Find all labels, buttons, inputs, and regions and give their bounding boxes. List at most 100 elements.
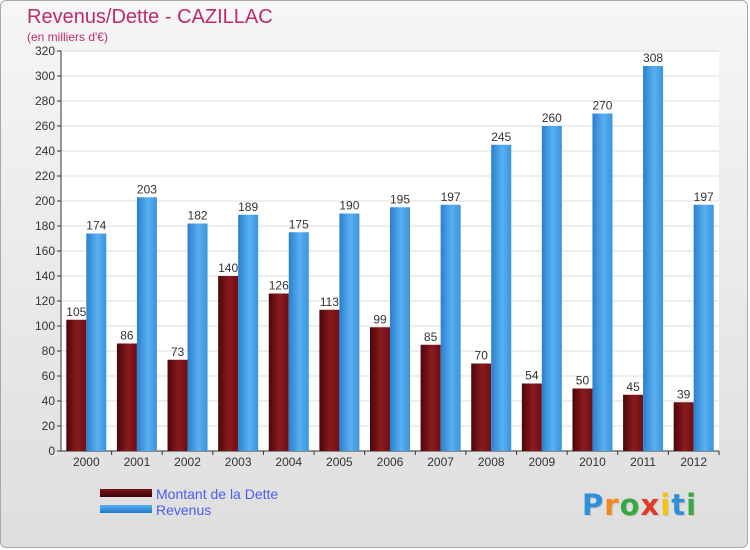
logo-letter: i bbox=[686, 488, 698, 522]
legend-swatch-revenus bbox=[100, 505, 152, 513]
data-label-revenus: 189 bbox=[238, 200, 258, 214]
bar-revenus bbox=[643, 66, 664, 451]
logo-letter: P bbox=[582, 488, 605, 522]
data-label-revenus: 174 bbox=[86, 219, 106, 233]
y-tick-label: 200 bbox=[35, 194, 55, 208]
data-label-revenus: 182 bbox=[188, 209, 208, 223]
x-tick-label: 2009 bbox=[528, 455, 555, 469]
bar-revenus bbox=[491, 144, 512, 451]
x-tick-label: 2002 bbox=[174, 455, 201, 469]
data-label-revenus: 197 bbox=[694, 190, 714, 204]
logo-letter: i bbox=[660, 488, 672, 522]
axis-layer: 0 20 40 60 80 100 120 140 160 180 200 220 240 260 280 3… bbox=[35, 44, 720, 469]
bar-dette bbox=[471, 363, 492, 451]
bar-dette bbox=[268, 293, 289, 451]
x-tick-label: 2008 bbox=[478, 455, 505, 469]
bar-dette bbox=[66, 319, 87, 451]
x-tick-label: 2005 bbox=[326, 455, 353, 469]
data-label-dette: 54 bbox=[525, 369, 539, 383]
bar-revenus bbox=[592, 113, 613, 451]
data-label-dette: 70 bbox=[475, 349, 489, 363]
bar-dette bbox=[521, 383, 542, 451]
bar-revenus bbox=[86, 233, 107, 451]
y-tick-label: 100 bbox=[35, 319, 55, 333]
bar-dette bbox=[116, 343, 137, 451]
chart-subtitle: (en milliers d'€) bbox=[27, 30, 108, 44]
legend-swatch-dette bbox=[100, 489, 152, 497]
data-label-revenus: 195 bbox=[390, 192, 410, 206]
x-tick-label: 2011 bbox=[630, 455, 656, 469]
y-tick-label: 240 bbox=[35, 144, 55, 158]
y-tick-label: 140 bbox=[35, 269, 55, 283]
bar-dette bbox=[167, 359, 188, 451]
data-label-dette: 86 bbox=[120, 329, 134, 343]
data-label-dette: 105 bbox=[66, 305, 86, 319]
y-tick-label: 120 bbox=[35, 294, 55, 308]
chart-title: Revenus/Dette - CAZILLAC bbox=[27, 6, 273, 28]
data-label-dette: 39 bbox=[677, 387, 691, 401]
data-label-revenus: 245 bbox=[491, 130, 511, 144]
y-tick-label: 60 bbox=[42, 369, 56, 383]
bar-revenus bbox=[238, 214, 259, 451]
bar-dette bbox=[572, 388, 593, 451]
data-label-dette: 50 bbox=[576, 374, 590, 388]
bar-dette bbox=[623, 394, 644, 451]
data-label-revenus: 203 bbox=[137, 182, 157, 196]
data-label-revenus: 260 bbox=[542, 111, 562, 125]
y-tick-label: 280 bbox=[35, 94, 55, 108]
bar-revenus bbox=[136, 197, 157, 451]
x-tick-label: 2006 bbox=[377, 455, 404, 469]
y-tick-label: 320 bbox=[35, 44, 55, 58]
bar-dette bbox=[673, 402, 694, 451]
data-label-dette: 99 bbox=[373, 312, 387, 326]
bar-revenus bbox=[390, 207, 410, 451]
proxiti-logo: Proxiti bbox=[582, 488, 697, 522]
data-label-dette: 113 bbox=[320, 295, 339, 309]
x-tick-label: 2001 bbox=[124, 455, 151, 469]
legend-label-dette: Montant de la Dette bbox=[156, 486, 279, 502]
legend-label-revenus: Revenus bbox=[156, 502, 212, 518]
data-label-revenus: 270 bbox=[592, 99, 612, 113]
y-tick-label: 260 bbox=[35, 119, 55, 133]
y-tick-label: 300 bbox=[35, 69, 55, 83]
y-tick-label: 40 bbox=[42, 394, 56, 408]
data-label-dette: 73 bbox=[171, 345, 185, 359]
data-label-revenus: 308 bbox=[643, 51, 663, 65]
bar-dette bbox=[420, 344, 441, 451]
x-tick-label: 2007 bbox=[427, 455, 454, 469]
bar-revenus bbox=[440, 204, 461, 451]
data-label-revenus: 190 bbox=[339, 199, 359, 213]
y-tick-label: 80 bbox=[42, 344, 56, 358]
bar-layer bbox=[66, 66, 714, 451]
bar-revenus bbox=[693, 204, 714, 451]
logo-letter: o bbox=[619, 488, 641, 522]
bar-dette bbox=[370, 327, 390, 451]
y-tick-label: 220 bbox=[35, 169, 55, 183]
x-tick-label: 2000 bbox=[73, 455, 100, 469]
bar-revenus bbox=[288, 232, 309, 451]
y-tick-label: 180 bbox=[35, 219, 55, 233]
data-label-dette: 140 bbox=[218, 261, 238, 275]
bar-dette bbox=[319, 309, 340, 451]
y-tick-label: 0 bbox=[48, 444, 55, 458]
data-label-dette: 85 bbox=[424, 330, 438, 344]
data-label-revenus: 197 bbox=[441, 190, 461, 204]
bar-revenus bbox=[187, 223, 208, 451]
data-label-revenus: 175 bbox=[289, 217, 309, 231]
data-label-dette: 45 bbox=[626, 380, 640, 394]
label-layer: 105 174 86 203 73 182 140 189 126 175 113 190 99 195 8… bbox=[66, 51, 714, 401]
y-tick-label: 160 bbox=[35, 244, 55, 258]
bar-revenus bbox=[541, 126, 562, 451]
bar-dette bbox=[218, 276, 239, 451]
x-tick-label: 2012 bbox=[680, 455, 707, 469]
x-tick-label: 2003 bbox=[225, 455, 252, 469]
x-tick-label: 2010 bbox=[579, 455, 606, 469]
logo-letter: t bbox=[671, 488, 687, 522]
logo-letter: x bbox=[640, 488, 661, 522]
bar-revenus bbox=[339, 213, 360, 451]
data-label-dette: 126 bbox=[269, 279, 289, 293]
y-tick-label: 20 bbox=[42, 419, 56, 433]
x-tick-label: 2004 bbox=[275, 455, 302, 469]
logo-letter: r bbox=[604, 488, 620, 522]
